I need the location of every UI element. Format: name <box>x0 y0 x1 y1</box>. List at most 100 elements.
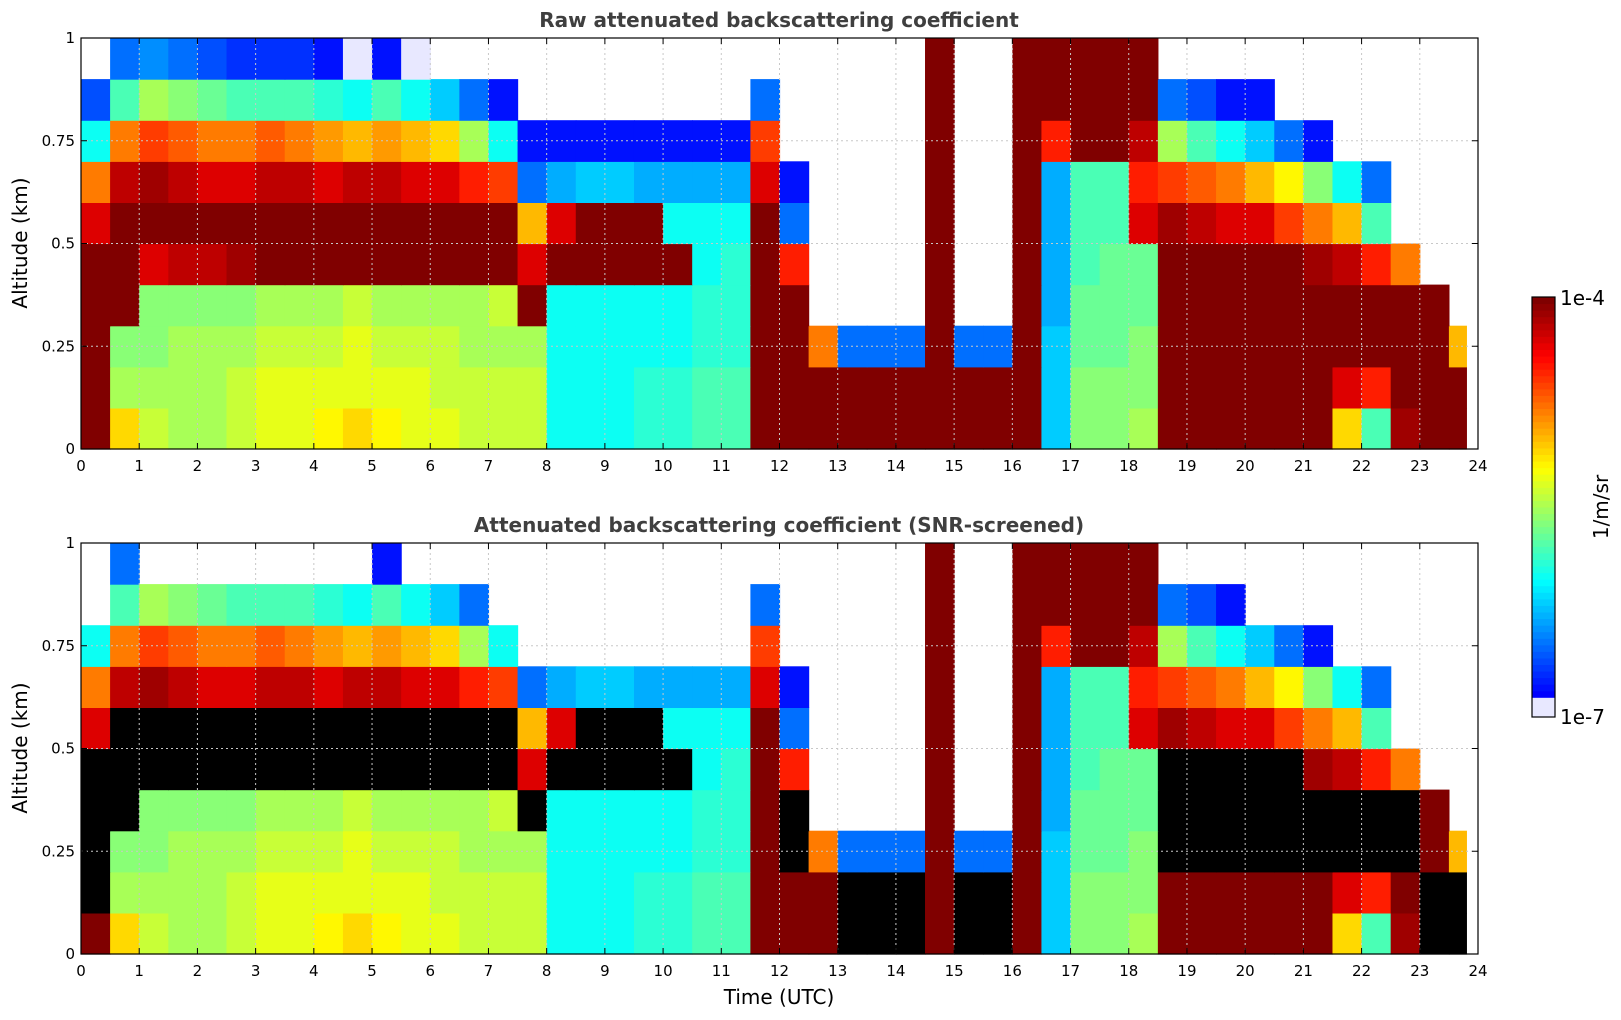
heatmap-cell <box>81 789 111 832</box>
x-tick-label: 10 <box>654 457 673 475</box>
heatmap-cell <box>1041 366 1072 409</box>
heatmap-cell <box>1070 707 1101 750</box>
heatmap-cell <box>372 243 402 286</box>
heatmap-cell <box>663 284 693 327</box>
heatmap-cell <box>1099 912 1130 955</box>
heatmap-cell <box>925 912 955 955</box>
heatmap-cell <box>925 666 955 708</box>
heatmap-cell <box>663 912 693 955</box>
colorbar-band <box>1532 369 1555 377</box>
heatmap-cell <box>401 161 431 203</box>
heatmap-cell <box>197 284 228 327</box>
heatmap-cell <box>1128 707 1159 750</box>
heatmap-cell <box>750 871 781 914</box>
colorbar-band <box>1532 297 1555 305</box>
x-tick-label: 13 <box>828 962 847 980</box>
heatmap-cell <box>1186 243 1217 286</box>
y-tick-label: 1 <box>65 29 75 47</box>
heatmap-cell <box>1128 830 1159 873</box>
heatmap-cell <box>226 707 257 750</box>
heatmap-cell <box>430 243 460 286</box>
heatmap-cell <box>459 161 490 203</box>
heatmap-cell <box>925 789 955 832</box>
heatmap-cell <box>546 871 577 914</box>
heatmap-cell <box>1070 202 1101 245</box>
heatmap-cell <box>517 407 548 450</box>
heatmap-cell <box>197 38 228 80</box>
bottom-y-ticks: 0 0.25 0.5 0.75 1 <box>42 534 1478 963</box>
heatmap-cell <box>1332 748 1363 791</box>
heatmap-cell <box>1361 202 1392 245</box>
heatmap-cell <box>342 79 373 121</box>
heatmap-cell <box>226 748 257 791</box>
x-tick-label: 22 <box>1352 962 1371 980</box>
heatmap-cell <box>663 748 693 791</box>
heatmap-cell <box>168 120 199 162</box>
heatmap-cell <box>1274 625 1304 667</box>
heatmap-cell <box>139 748 169 791</box>
heatmap-cell <box>1157 912 1188 955</box>
heatmap-cell <box>430 871 460 914</box>
heatmap-cell <box>895 912 926 955</box>
heatmap-cell <box>1099 325 1130 368</box>
x-tick-label: 1 <box>134 457 144 475</box>
heatmap-cell <box>692 707 722 750</box>
heatmap-cell <box>255 120 286 162</box>
heatmap-cell <box>1128 79 1159 121</box>
heatmap-cell <box>459 325 490 368</box>
heatmap-cell <box>284 748 315 791</box>
heatmap-cell <box>633 912 664 955</box>
heatmap-cell <box>1128 666 1159 708</box>
heatmap-cell <box>692 243 722 286</box>
heatmap-cell <box>750 243 781 286</box>
heatmap-cell <box>139 625 169 667</box>
heatmap-cell <box>459 79 490 121</box>
heatmap-cell <box>401 407 431 450</box>
heatmap-cell <box>110 871 140 914</box>
heatmap-cell <box>1099 284 1130 327</box>
heatmap-cell <box>1274 325 1304 368</box>
heatmap-cell <box>692 284 722 327</box>
heatmap-cell <box>168 79 199 121</box>
y-tick-label: 0 <box>65 945 75 963</box>
heatmap-cell <box>1099 366 1130 409</box>
heatmap-cell <box>1128 912 1159 955</box>
heatmap-cell <box>1070 366 1101 409</box>
heatmap-cell <box>1157 871 1188 914</box>
heatmap-cell <box>546 202 577 245</box>
top-y-ticks: 0 0.25 0.5 0.75 1 <box>42 29 1478 458</box>
heatmap-cell <box>1245 748 1275 791</box>
heatmap-cell <box>1419 284 1450 327</box>
heatmap-cell <box>226 912 257 955</box>
heatmap-cell <box>110 748 140 791</box>
colorbar-band <box>1532 598 1555 606</box>
heatmap-cell <box>1012 707 1043 750</box>
heatmap-cell <box>372 161 402 203</box>
heatmap-cell <box>1070 789 1101 832</box>
heatmap-cell <box>546 912 577 955</box>
heatmap-cell <box>1216 789 1246 832</box>
heatmap-cell <box>372 789 402 832</box>
heatmap-cell <box>779 161 810 203</box>
heatmap-cell <box>663 202 693 245</box>
heatmap-cell <box>692 202 722 245</box>
heatmap-cell <box>197 789 228 832</box>
heatmap-cell <box>110 366 140 409</box>
heatmap-cell <box>488 666 519 708</box>
colorbar-max-label: 1e-4 <box>1560 286 1605 310</box>
colorbar-band <box>1532 408 1555 416</box>
heatmap-cell <box>139 243 169 286</box>
heatmap-cell <box>633 120 664 162</box>
heatmap-cell <box>604 120 635 162</box>
heatmap-cell <box>1128 543 1159 585</box>
heatmap-cell <box>313 284 344 327</box>
heatmap-cell <box>110 543 140 585</box>
heatmap-cell <box>1216 79 1246 121</box>
heatmap-cell <box>575 202 606 245</box>
heatmap-cell <box>1245 789 1275 832</box>
heatmap-cell <box>1216 912 1246 955</box>
heatmap-cell <box>517 284 548 327</box>
heatmap-cell <box>110 120 140 162</box>
heatmap-cell <box>1303 161 1334 203</box>
heatmap-cell <box>1216 707 1246 750</box>
